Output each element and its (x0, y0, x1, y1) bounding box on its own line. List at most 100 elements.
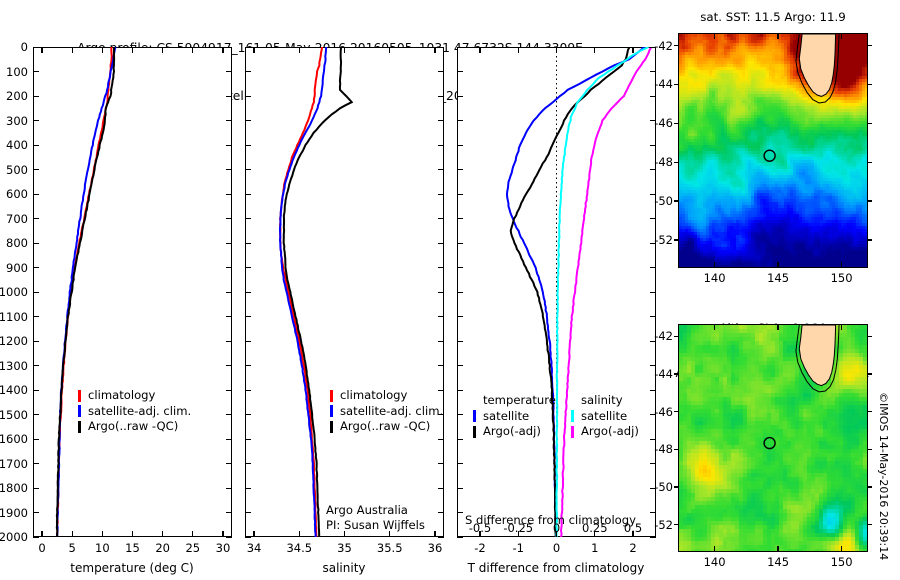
depth-tick-right (650, 536, 656, 538)
salinity-tick (298, 531, 300, 537)
map-lon-tick-top (840, 325, 843, 330)
depth-tick (245, 218, 251, 220)
s-difference-axis-label: S difference from climatology (465, 513, 636, 527)
temperature-tick-label: 5 (68, 541, 76, 555)
depth-tick-right (650, 169, 656, 171)
depth-tick (457, 389, 463, 391)
salinity-tick-top (343, 47, 346, 53)
map-lon-tick-label: 145 (767, 555, 790, 569)
map-lat-tick (674, 200, 679, 202)
depth-tick (33, 71, 39, 73)
depth-tick-label: 100 (6, 64, 28, 79)
depth-tick (245, 169, 251, 171)
depth-tick (245, 46, 251, 48)
map-lat-tick-label: -48 (654, 155, 673, 170)
depth-tick (245, 144, 251, 146)
depth-tick-right (650, 389, 656, 391)
depth-tick-label: 1400 (0, 383, 28, 397)
salinity-tick-label: 34 (246, 541, 262, 555)
map-lon-tick-label: 140 (703, 555, 726, 569)
map-lat-tick-right (867, 83, 872, 86)
depth-tick-label: 1100 (0, 309, 28, 324)
legend-item-satellite-adj-s: satellite-adj. clim. (330, 404, 443, 420)
depth-tick-right (650, 512, 656, 514)
depth-tick (33, 267, 39, 269)
map-lat-tick-right (867, 239, 872, 241)
map-lon-tick (713, 262, 716, 267)
depth-tick-right (438, 463, 444, 465)
salinity-tick-top (389, 47, 391, 53)
legend-swatch-argo (78, 420, 81, 433)
depth-tick-label: 500 (6, 162, 28, 177)
salinity-tick-label: 34.5 (286, 541, 313, 555)
depth-tick-right (226, 365, 232, 367)
legend-header-salinity-label: salinity (581, 393, 623, 407)
depth-tick (457, 218, 463, 220)
legend-header-temperature: temperature (473, 393, 556, 409)
legend-label-sal-satellite: satellite (581, 408, 628, 423)
t-difference-tick (594, 531, 596, 537)
depth-tick (33, 512, 39, 514)
t-difference-tick-top (517, 47, 519, 53)
depth-tick (245, 487, 251, 489)
depth-tick-right (438, 291, 444, 293)
temperature-tick-top (101, 47, 104, 53)
legend-spacer-salinity (571, 395, 574, 407)
depth-tick-right (650, 46, 656, 48)
legend-swatch-satellite-adj-s (330, 405, 333, 418)
temperature-legend: climatology satellite-adj. clim. Argo(..… (78, 388, 191, 435)
depth-tick (457, 95, 463, 97)
s-difference-tick-label: 0.5 (623, 521, 643, 535)
depth-tick (33, 95, 39, 97)
depth-tick-right (438, 512, 444, 514)
salinity-axis-label: salinity (322, 561, 366, 575)
depth-tick-right (226, 340, 232, 342)
legend-item-argo-s: Argo(..raw -QC) (330, 419, 443, 435)
map-lon-tick-top (713, 34, 716, 39)
temperature-tick (101, 531, 104, 537)
difference-legend-temperature: temperature satellite Argo(-adj) (473, 393, 556, 440)
depth-tick (33, 144, 39, 146)
depth-tick-right (650, 242, 656, 244)
t-difference-tick-top (555, 47, 558, 53)
temperature-tick (192, 531, 194, 537)
t-difference-tick-top (479, 47, 481, 53)
depth-tick-right (438, 340, 444, 342)
map-lat-tick-label: -44 (654, 77, 673, 92)
salinity-tick (389, 531, 391, 537)
depth-tick-right (226, 242, 232, 244)
map-lat-tick-right (867, 200, 872, 202)
depth-tick (457, 487, 463, 489)
depth-tick-label: 1800 (0, 481, 28, 495)
depth-tick (457, 340, 463, 342)
depth-tick-label: 900 (6, 260, 28, 275)
legend-item-climatology-s: climatology (330, 388, 443, 404)
temperature-tick (41, 531, 43, 537)
depth-tick-label: 2000 (0, 530, 28, 544)
depth-tick (457, 291, 463, 293)
map-lat-tick (674, 486, 679, 488)
depth-tick-right (650, 267, 656, 269)
depth-tick (33, 438, 39, 440)
salinity-tick (434, 531, 436, 537)
depth-tick-right (650, 95, 656, 97)
temperature-tick-label: 15 (125, 541, 140, 555)
depth-tick (33, 242, 39, 244)
legend-swatch-climatology-s (330, 389, 333, 402)
map-lat-tick-right (867, 45, 872, 47)
depth-tick-right (226, 193, 232, 195)
map-lat-tick-right (867, 448, 872, 451)
legend-item-temp-satellite: satellite (473, 409, 556, 425)
temperature-tick-label: 30 (215, 541, 231, 555)
difference-legend-salinity: salinity satellite Argo(-adj) (571, 393, 639, 440)
depth-tick-right (650, 71, 656, 73)
depth-tick (457, 512, 463, 514)
temperature-profile-plot (55, 47, 117, 537)
salinity-tick-label: 35 (337, 541, 352, 555)
t-difference-tick-top (594, 47, 596, 53)
depth-tick-label: 1300 (0, 358, 28, 373)
depth-tick-right (226, 316, 232, 318)
depth-tick-right (226, 291, 232, 293)
depth-tick (33, 536, 39, 538)
map-lat-tick (674, 373, 679, 375)
